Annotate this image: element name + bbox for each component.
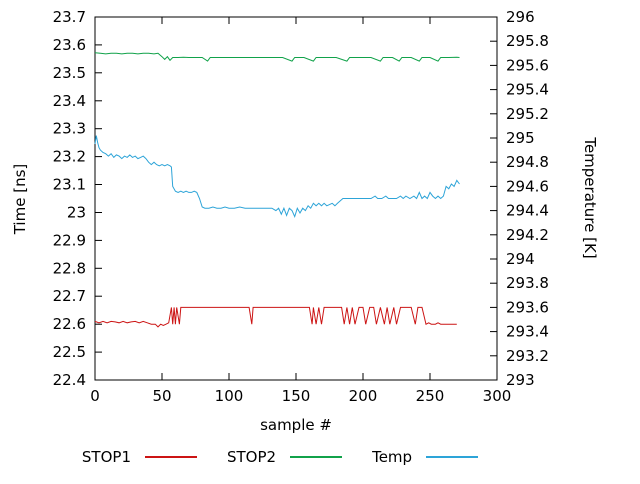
legend-item-temp: Temp [372, 448, 479, 466]
y-right-tick-label: 295.4 [506, 81, 549, 99]
legend-label-stop1: STOP1 [81, 448, 131, 466]
y-left-tick-label: 23.3 [53, 120, 86, 138]
y-right-tick-label: 294.8 [506, 153, 549, 171]
y-axis-label-right: Temperature [K] [581, 137, 599, 259]
x-axis-label: sample # [260, 416, 332, 434]
y-right-tick-label: 296 [506, 8, 535, 26]
legend-label-temp: Temp [372, 448, 413, 466]
x-tick-label: 200 [349, 387, 378, 405]
y-left-tick-label: 22.9 [53, 231, 86, 249]
y-left-tick-label: 23.6 [53, 36, 86, 54]
series-temp [94, 135, 460, 219]
y-left-tick-label: 23.7 [53, 8, 86, 26]
x-tick-label: 300 [483, 387, 512, 405]
series-stop2 [94, 52, 460, 62]
legend-item-stop1: STOP1 [82, 448, 197, 466]
y-left-tick-label: 22.5 [53, 343, 86, 361]
y-right-tick-label: 294.2 [506, 226, 549, 244]
y-right-tick-label: 293.8 [506, 274, 549, 292]
y-left-tick-label: 23.4 [53, 92, 86, 110]
y-left-tick-label: 23.5 [53, 64, 86, 82]
y-right-tick-label: 295.6 [506, 56, 549, 74]
y-right-tick-label: 293.6 [506, 298, 549, 316]
y-right-tick-label: 294 [506, 250, 535, 268]
x-tick-label: 0 [90, 387, 100, 405]
y-right-tick-label: 295.8 [506, 32, 549, 50]
y-right-tick-label: 293.2 [506, 347, 549, 365]
y-axis-label-left: Time [ns] [11, 163, 29, 235]
plot-border [94, 16, 498, 381]
y-left-tick-label: 22.7 [53, 287, 86, 305]
y-right-tick-label: 293.4 [506, 323, 549, 341]
x-tick-label: 250 [416, 387, 445, 405]
x-tick-label: 150 [282, 387, 311, 405]
y-right-tick-label: 293 [506, 371, 535, 389]
y-left-tick-label: 23.1 [53, 176, 86, 194]
legend-line-sample-stop1 [145, 456, 197, 458]
y-left-tick-label: 22.4 [53, 371, 86, 389]
series-stop1 [94, 306, 457, 328]
legend-line-sample-temp [426, 456, 479, 458]
x-tick-label: 50 [152, 387, 171, 405]
y-right-tick-label: 295 [506, 129, 535, 147]
y-right-tick-label: 294.4 [506, 202, 549, 220]
y-right-tick-label: 295.2 [506, 105, 549, 123]
x-tick-label: 100 [215, 387, 244, 405]
legend-label-stop2: STOP2 [227, 448, 277, 466]
legend-line-sample-stop2 [290, 456, 343, 458]
y-left-tick-label: 23 [67, 204, 86, 222]
legend-item-stop2: STOP2 [227, 448, 343, 466]
y-left-tick-label: 23.2 [53, 148, 86, 166]
y-right-tick-label: 294.6 [506, 177, 549, 195]
legend: STOP1 STOP2 Temp [0, 448, 560, 466]
y-left-tick-label: 22.6 [53, 315, 86, 333]
y-left-tick-label: 22.8 [53, 259, 86, 277]
